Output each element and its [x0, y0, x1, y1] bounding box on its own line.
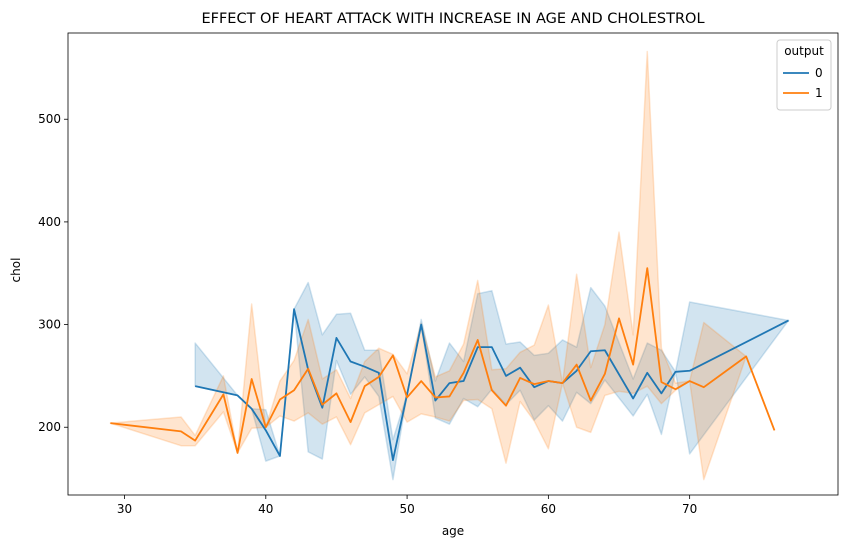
x-tick-label: 70 [682, 502, 697, 516]
chart-title: EFFECT OF HEART ATTACK WITH INCREASE IN … [201, 11, 704, 27]
y-tick-label: 200 [38, 420, 61, 434]
x-tick-label: 60 [541, 502, 556, 516]
plot-area [67, 32, 839, 496]
x-tick-label: 30 [117, 502, 132, 516]
y-tick-label: 300 [38, 318, 61, 332]
line-series-1 [110, 267, 776, 454]
confidence-band-series-0 [194, 281, 790, 481]
y-tick-label: 400 [38, 215, 61, 229]
y-tick-label: 500 [38, 112, 61, 126]
x-axis: 30 40 50 60 70 [117, 495, 697, 516]
x-tick-label: 40 [258, 502, 273, 516]
legend: output 0 1 [776, 39, 832, 111]
legend-title: output [784, 44, 824, 58]
y-axis-label: chol [9, 258, 23, 283]
line-series-0 [194, 308, 789, 461]
series-lines [110, 267, 789, 461]
legend-label-0: 0 [815, 66, 823, 80]
legend-label-1: 1 [815, 86, 823, 100]
plot-frame [67, 32, 839, 496]
x-tick-label: 50 [399, 502, 414, 516]
y-axis: 200 300 400 500 [38, 112, 68, 434]
x-axis-label: age [442, 524, 464, 538]
